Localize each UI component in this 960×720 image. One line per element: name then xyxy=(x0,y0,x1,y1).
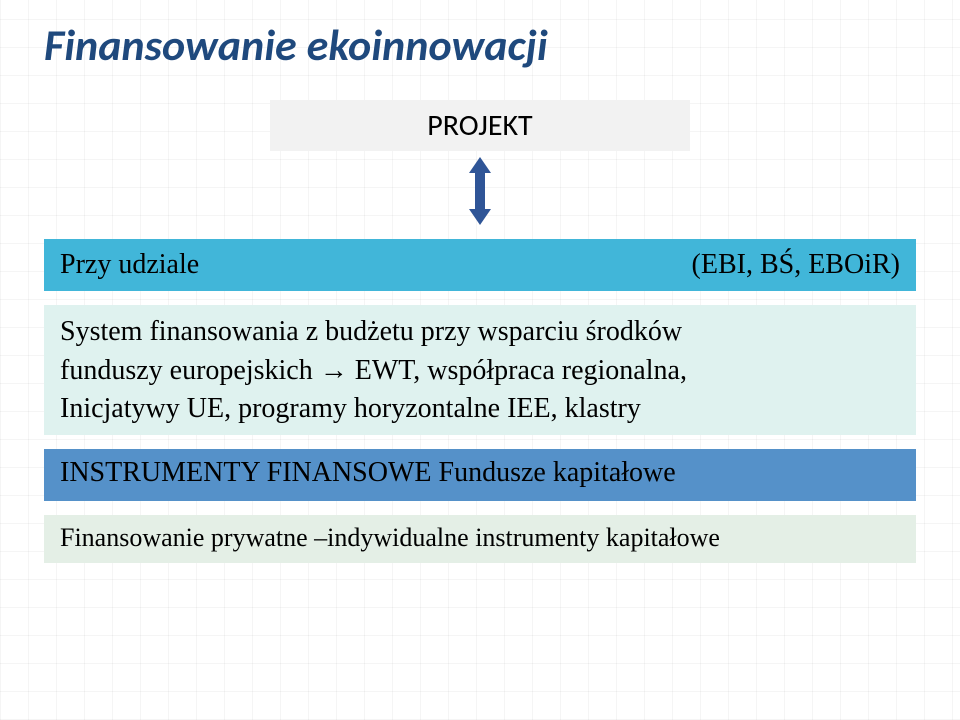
row-system-line1b-pre: funduszy europejskich xyxy=(60,355,320,386)
slide-title: Finansowanie ekoinnowacji xyxy=(44,18,916,72)
row-system: System finansowania z budżetu przy wspar… xyxy=(44,305,916,435)
row-system-line1b: funduszy europejskich → EWT, współpraca … xyxy=(60,351,900,390)
slide-content: Finansowanie ekoinnowacji PROJEKT Przy u… xyxy=(0,0,960,720)
row-system-line2: Inicjatywy UE, programy horyzontalne IEE… xyxy=(60,390,900,428)
row-affiliation: Przy udziale (EBI, BŚ, EBOiR) xyxy=(44,239,916,291)
row-affiliation-right: (EBI, BŚ, EBOiR) xyxy=(692,249,900,281)
connector-wrap xyxy=(44,157,916,225)
row-private: Finansowanie prywatne –indywidualne inst… xyxy=(44,515,916,563)
double-arrow-icon xyxy=(465,157,495,225)
row-instruments: INSTRUMENTY FINANSOWE Fundusze kapitałow… xyxy=(44,449,916,501)
row-system-line1: System finansowania z budżetu przy wspar… xyxy=(60,313,900,351)
arrow-right-icon: → xyxy=(320,354,348,385)
projekt-box: PROJEKT xyxy=(270,100,690,151)
projekt-row: PROJEKT xyxy=(44,100,916,151)
row-system-line1b-post: EWT, współpraca regionalna, xyxy=(348,355,687,386)
row-affiliation-left: Przy udziale xyxy=(60,249,199,281)
row-system-line1a: System finansowania z budżetu przy wspar… xyxy=(60,316,682,347)
